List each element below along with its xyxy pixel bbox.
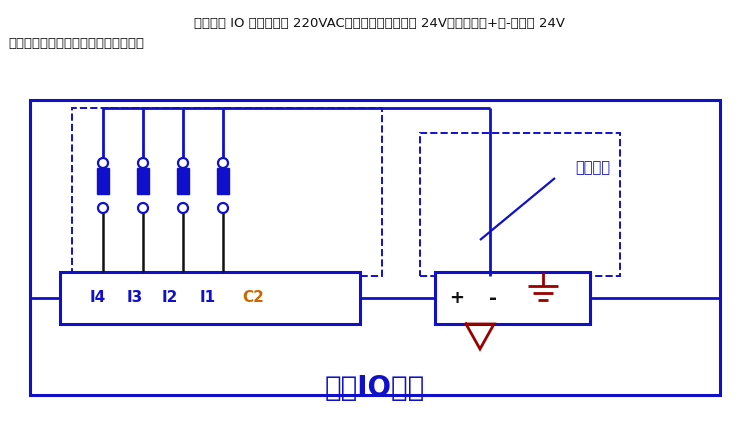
Text: 直流给开关量输入通道供电，如下图：: 直流给开关量输入通道供电，如下图： <box>8 37 144 50</box>
Bar <box>217 168 229 194</box>
Bar <box>137 168 149 194</box>
Bar <box>60 272 360 324</box>
Bar <box>72 108 382 276</box>
Text: C2: C2 <box>242 290 264 305</box>
Bar <box>97 168 109 194</box>
Bar <box>435 272 590 324</box>
Circle shape <box>98 158 108 168</box>
Text: -: - <box>489 289 497 308</box>
Circle shape <box>178 203 188 213</box>
Circle shape <box>138 203 148 213</box>
Text: 无线IO模块: 无线IO模块 <box>325 374 425 402</box>
Text: 如果无线 IO 模块供电是 220VAC，开关量输入通道是 24V，则可使用+、-端输出 24V: 如果无线 IO 模块供电是 220VAC，开关量输入通道是 24V，则可使用+、… <box>194 17 566 30</box>
Circle shape <box>98 203 108 213</box>
Bar <box>420 133 620 276</box>
Text: I1: I1 <box>200 290 216 305</box>
Circle shape <box>138 158 148 168</box>
Text: I2: I2 <box>162 290 178 305</box>
Bar <box>177 168 189 194</box>
Text: I3: I3 <box>127 290 143 305</box>
Text: +: + <box>449 289 464 307</box>
Circle shape <box>178 158 188 168</box>
Circle shape <box>218 203 228 213</box>
Bar <box>30 100 720 395</box>
Text: I4: I4 <box>90 290 106 305</box>
Text: 屏蔽电缆: 屏蔽电缆 <box>575 160 610 175</box>
Circle shape <box>218 158 228 168</box>
